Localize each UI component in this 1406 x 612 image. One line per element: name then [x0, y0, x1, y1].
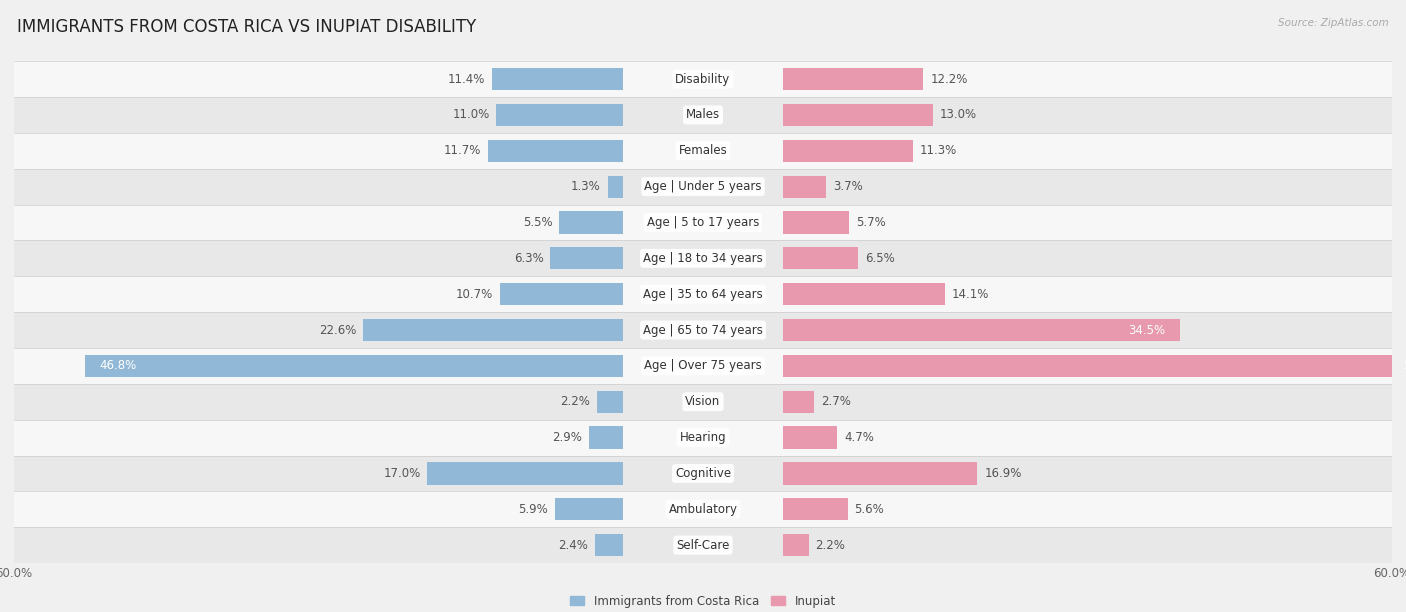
Bar [14, 97, 1392, 133]
Text: Hearing: Hearing [679, 431, 727, 444]
Text: 22.6%: 22.6% [319, 324, 356, 337]
Bar [14, 455, 1392, 491]
Bar [496, 104, 623, 126]
Text: 5.6%: 5.6% [855, 503, 884, 516]
Text: Ambulatory: Ambulatory [668, 503, 738, 516]
Bar [14, 241, 1392, 276]
Text: Self-Care: Self-Care [676, 539, 730, 551]
Bar [14, 204, 1392, 241]
Bar [783, 390, 814, 413]
Text: 11.4%: 11.4% [447, 73, 485, 86]
Text: Age | Under 5 years: Age | Under 5 years [644, 180, 762, 193]
Bar [589, 427, 623, 449]
Bar [783, 427, 838, 449]
Bar [783, 498, 848, 520]
Text: 4.7%: 4.7% [844, 431, 875, 444]
Bar [363, 319, 623, 341]
Text: 34.5%: 34.5% [1129, 324, 1166, 337]
Bar [783, 104, 932, 126]
Bar [783, 462, 977, 485]
Bar [783, 247, 858, 269]
Bar [14, 348, 1392, 384]
Bar [488, 140, 623, 162]
Bar [14, 527, 1392, 563]
Text: Age | 35 to 64 years: Age | 35 to 64 years [643, 288, 763, 300]
Text: 16.9%: 16.9% [984, 467, 1022, 480]
Text: 3.7%: 3.7% [832, 180, 862, 193]
Text: 11.7%: 11.7% [444, 144, 481, 157]
Text: 6.3%: 6.3% [513, 252, 543, 265]
Text: 6.5%: 6.5% [865, 252, 894, 265]
Text: Cognitive: Cognitive [675, 467, 731, 480]
Bar [86, 355, 623, 377]
Bar [598, 390, 623, 413]
Text: 2.2%: 2.2% [561, 395, 591, 408]
Bar [14, 61, 1392, 97]
Text: Males: Males [686, 108, 720, 121]
Bar [14, 491, 1392, 527]
Text: 11.3%: 11.3% [920, 144, 957, 157]
Bar [14, 384, 1392, 420]
Text: Age | 5 to 17 years: Age | 5 to 17 years [647, 216, 759, 229]
Text: 2.4%: 2.4% [558, 539, 588, 551]
Bar [783, 211, 849, 234]
Text: 5.9%: 5.9% [519, 503, 548, 516]
Text: Age | 18 to 34 years: Age | 18 to 34 years [643, 252, 763, 265]
Text: Disability: Disability [675, 73, 731, 86]
Bar [555, 498, 623, 520]
Text: Vision: Vision [685, 395, 721, 408]
Bar [783, 283, 945, 305]
Text: 5.7%: 5.7% [856, 216, 886, 229]
Bar [14, 312, 1392, 348]
Text: 2.9%: 2.9% [553, 431, 582, 444]
Text: Source: ZipAtlas.com: Source: ZipAtlas.com [1278, 18, 1389, 28]
Bar [595, 534, 623, 556]
Text: 17.0%: 17.0% [384, 467, 420, 480]
Bar [783, 319, 1180, 341]
Bar [550, 247, 623, 269]
Text: IMMIGRANTS FROM COSTA RICA VS INUPIAT DISABILITY: IMMIGRANTS FROM COSTA RICA VS INUPIAT DI… [17, 18, 477, 36]
Bar [14, 169, 1392, 204]
Text: 46.8%: 46.8% [98, 359, 136, 372]
Text: 11.0%: 11.0% [453, 108, 489, 121]
Legend: Immigrants from Costa Rica, Inupiat: Immigrants from Costa Rica, Inupiat [565, 590, 841, 612]
Bar [560, 211, 623, 234]
Text: 1.3%: 1.3% [571, 180, 600, 193]
Text: 12.2%: 12.2% [931, 73, 967, 86]
Text: Age | Over 75 years: Age | Over 75 years [644, 359, 762, 372]
Text: Females: Females [679, 144, 727, 157]
Bar [499, 283, 623, 305]
Bar [427, 462, 623, 485]
Bar [783, 534, 808, 556]
Text: 14.1%: 14.1% [952, 288, 990, 300]
Text: 13.0%: 13.0% [939, 108, 977, 121]
Bar [14, 276, 1392, 312]
Bar [783, 355, 1406, 377]
Text: 10.7%: 10.7% [456, 288, 494, 300]
Bar [607, 176, 623, 198]
Text: 2.7%: 2.7% [821, 395, 851, 408]
Bar [14, 133, 1392, 169]
Text: 2.2%: 2.2% [815, 539, 845, 551]
Bar [783, 140, 912, 162]
Bar [14, 420, 1392, 455]
Text: 5.5%: 5.5% [523, 216, 553, 229]
Bar [492, 68, 623, 90]
Bar [783, 176, 825, 198]
Text: 58.4%: 58.4% [1403, 359, 1406, 372]
Text: Age | 65 to 74 years: Age | 65 to 74 years [643, 324, 763, 337]
Bar [783, 68, 924, 90]
